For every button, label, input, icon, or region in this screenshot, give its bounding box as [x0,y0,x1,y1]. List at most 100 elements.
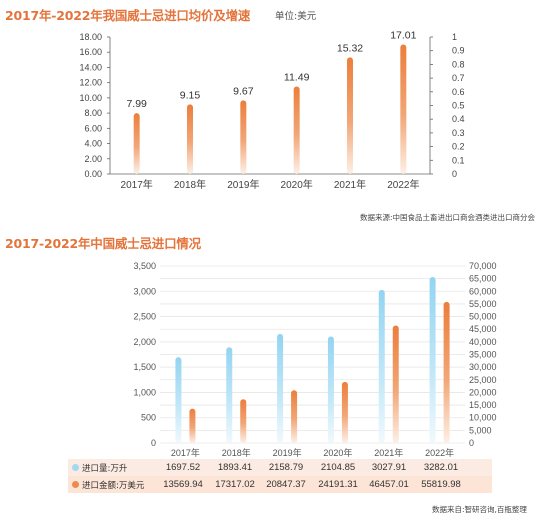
chart1-y-tick-label: 8.00 [84,108,102,118]
chart2-y-tick-label: 0 [151,438,156,448]
chart1-y2-tick-label: 0.9 [452,46,465,56]
table-cell: 24191.31 [318,479,358,490]
chart1-x-tick-label: 2022年 [387,178,419,191]
chart1-x-tick-label: 2017年 [121,178,153,191]
chart2-bar-amount [189,408,196,443]
chart2-bar-amount [443,301,450,443]
table-cell: 1893.41 [217,462,253,473]
table-cell: 13569.94 [163,479,203,490]
chart1-y-tick-label: 2.00 [84,154,102,164]
table-cell: 46457.01 [369,479,409,490]
chart1-bar [400,44,407,174]
chart1-source: 数据来源:中国食品土畜进出口商会酒类进出口商分会 [360,213,536,222]
chart2-x-tick-label: 2022年 [425,447,454,458]
chart1-unit-label: 单位:美元 [275,11,317,22]
chart1-y2-tick-label: 0 [452,169,457,179]
chart2-y-tick-label: 1,500 [133,362,156,372]
legend-label-amount: 进口金额:万美元 [82,481,145,491]
chart1-y2-tick-label: 0.6 [452,87,465,97]
chart1-x-tick-label: 2021年 [334,178,366,191]
chart2-y2-tick-label: 35,000 [469,350,497,360]
chart2-y-tick-label: 2,000 [133,337,156,347]
table-cell: 17317.02 [215,479,255,490]
chart2-y2-tick-label: 60,000 [469,286,497,296]
chart2-y2-tick-label: 55,000 [469,299,497,309]
chart2-y2-tick-label: 65,000 [469,274,497,284]
chart2-bar-volume [226,347,233,443]
chart1-data-label: 7.99 [126,98,147,110]
table-cell: 20847.37 [266,479,306,490]
legend-dot-volume [72,464,79,471]
chart2-x-tick-label: 2021年 [374,447,403,458]
chart1-bar [347,57,353,174]
chart2-y2-tick-label: 20,000 [469,387,497,397]
chart2-bar-amount [291,390,298,443]
chart1-data-label: 9.67 [233,85,254,97]
chart2-y2-tick-label: 15,000 [469,400,497,410]
chart2-source: 数据来自:智研咨询,百瓶整理 [432,505,527,514]
chart2-bar-volume [277,333,284,443]
table-cell: 1697.52 [165,462,201,473]
table-cell: 2104.85 [320,462,356,473]
chart1-y-tick-label: 18.00 [79,32,102,42]
chart2-bar-volume [378,289,385,443]
chart2-x-tick-label: 2020年 [323,447,352,458]
chart2-data-table: 进口量:万升 1697.52 1893.41 2158.79 2104.85 3… [68,459,492,493]
chart1-data-label: 11.49 [284,72,310,84]
chart2-y-tick-label: 3,000 [133,286,156,296]
chart1-y2-tick-label: 0.7 [452,73,465,83]
chart1-bar [187,104,193,174]
chart2-y2-tick-label: 0 [469,438,474,448]
table-cell: 3282.01 [423,462,459,473]
chart2-x-tick-label: 2018年 [222,447,251,458]
legend-dot-amount [72,481,79,488]
table-row-volume: 进口量:万升 1697.52 1893.41 2158.79 2104.85 3… [68,459,492,476]
chart2-y-tick-label: 2,500 [133,312,156,322]
chart2-title: 2017-2022年中国威士忌进口情况 [5,236,201,251]
chart1-y-tick-label: 10.00 [79,93,102,103]
chart1-y2-tick-label: 0.2 [452,142,465,152]
chart1-y2-tick-label: 0.5 [452,101,465,111]
chart2-bar-amount [341,381,348,443]
chart1-y2-tick-label: 0.3 [452,128,465,138]
chart1-x-tick-label: 2019年 [227,178,259,191]
chart2-bar-amount [392,325,399,443]
chart1-bar [133,113,140,174]
chart1-y-tick-label: 6.00 [84,123,102,133]
chart1-y2-tick-label: 0.8 [452,59,465,69]
chart2-y2-tick-label: 25,000 [469,375,497,385]
chart2-x-tick-label: 2019年 [273,447,302,458]
chart1-y-tick-label: 4.00 [84,139,102,149]
chart1-y2-tick-label: 0.4 [452,114,465,124]
chart1-bar [240,100,247,174]
legend-label-volume: 进口量:万升 [82,464,128,474]
chart2-bar-volume [429,277,436,443]
chart2-y-tick-label: 3,500 [133,261,156,271]
chart2-bar-amount [240,399,247,443]
chart2-y2-tick-label: 10,000 [469,413,497,423]
chart1-title: 2017年-2022年我国威士忌进口均价及增速 [5,8,251,23]
chart1-y2-tick-label: 0.1 [452,155,465,165]
chart1-x-tick-label: 2018年 [174,178,206,191]
chart1-data-label: 9.15 [180,89,201,101]
chart1-y-tick-label: 16.00 [79,47,102,57]
chart1-data-label: 15.32 [337,42,363,54]
chart2-bar-volume [327,336,334,443]
chart2-y2-tick-label: 45,000 [469,324,497,334]
table-cell: 2158.79 [268,462,304,473]
chart2-x-tick-label: 2017年 [171,447,200,458]
table-cell: 3027.91 [371,462,407,473]
chart1-bar [293,86,300,174]
chart2-y-tick-label: 1,000 [133,387,156,397]
chart1-data-label: 17.01 [390,30,416,42]
chart1-x-tick-label: 2020年 [281,178,313,191]
chart2-y2-tick-label: 30,000 [469,362,497,372]
chart1-y-tick-label: 14.00 [79,62,102,72]
chart1-y2-tick-label: 1 [452,32,457,42]
chart1-y-tick-label: 12.00 [79,78,102,88]
chart2-bar-volume [175,357,182,443]
chart2-y2-tick-label: 40,000 [469,337,497,347]
chart2-y2-tick-label: 70,000 [469,261,497,271]
chart2-y2-tick-label: 50,000 [469,312,497,322]
